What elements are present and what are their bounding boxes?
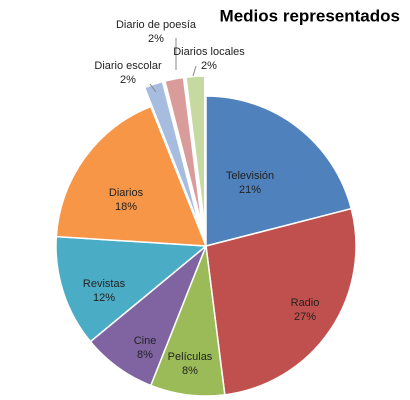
slice-value-label: 2% xyxy=(120,74,136,86)
pie-slice xyxy=(205,95,353,247)
leader-line xyxy=(192,65,197,77)
slice-label: Diarios xyxy=(109,187,144,199)
chart-title: Medios representados xyxy=(220,6,400,25)
pie-slice xyxy=(185,75,206,227)
slice-value-label: 21% xyxy=(239,184,261,196)
slice-value-label: 2% xyxy=(201,60,217,72)
slice-value-label: 12% xyxy=(93,292,115,304)
slice-value-label: 8% xyxy=(182,365,198,377)
pie-slice xyxy=(205,207,357,396)
pie-slice xyxy=(55,235,208,343)
leader-line xyxy=(149,83,157,93)
slice-label: Revistas xyxy=(83,278,126,290)
slice-label: Películas xyxy=(168,351,213,363)
slice-value-label: 2% xyxy=(148,33,164,45)
slice-value-label: 18% xyxy=(115,201,137,213)
pie-slice xyxy=(55,105,208,247)
slice-value-label: 8% xyxy=(137,349,153,361)
pie-slice xyxy=(164,76,203,227)
pie-slice xyxy=(143,80,201,228)
slice-label: Radio xyxy=(291,297,320,309)
slice-label: Cine xyxy=(134,335,157,347)
slice-label: Televisión xyxy=(226,170,274,182)
slice-label: Diarios locales xyxy=(173,46,245,58)
slice-label: Diario escolar xyxy=(94,60,162,72)
slice-label: Diario de poesía xyxy=(116,19,197,31)
slice-value-label: 27% xyxy=(294,311,316,323)
